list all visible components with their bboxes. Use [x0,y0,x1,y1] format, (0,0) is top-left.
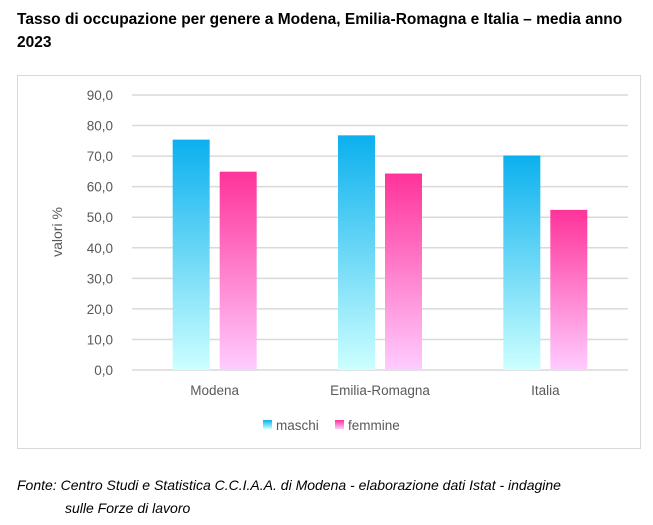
bar-femmine-modena [219,171,257,370]
x-category-label: Modena [190,383,239,398]
y-tick-label: 20,0 [87,302,113,317]
bar-maschi-emilia-romagna [338,135,375,370]
legend-label-femmine: femmine [348,418,400,433]
bar-maschi-italia [503,155,541,370]
bar-femmine-italia [550,209,588,370]
legend-swatch-femmine [335,420,344,429]
legend-label-maschi: maschi [276,418,319,433]
y-axis-label: valori % [49,207,65,257]
x-category-label: Italia [531,383,560,398]
source-line-1: Fonte: Centro Studi e Statistica C.C.I.A… [17,477,561,493]
y-tick-label: 80,0 [87,119,113,134]
chart-title: Tasso di occupazione per genere a Modena… [17,11,623,51]
chart-frame [17,75,641,449]
source-line-2: sulle Forze di lavoro [65,500,191,516]
legend-swatch-maschi [263,420,272,429]
y-tick-label: 90,0 [87,88,113,103]
y-tick-label: 50,0 [87,210,113,225]
y-tick-label: 30,0 [87,271,113,286]
bar-maschi-modena [172,139,210,370]
source-note: Fonte: Centro Studi e Statistica C.C.I.A… [17,474,647,520]
y-tick-label: 60,0 [87,180,113,195]
y-tick-label: 10,0 [87,332,113,347]
y-tick-label: 0,0 [94,363,113,378]
y-tick-label: 40,0 [87,241,113,256]
y-tick-label: 70,0 [87,149,113,164]
x-category-label: Emilia-Romagna [330,383,430,398]
bar-femmine-emilia-romagna [385,173,422,370]
